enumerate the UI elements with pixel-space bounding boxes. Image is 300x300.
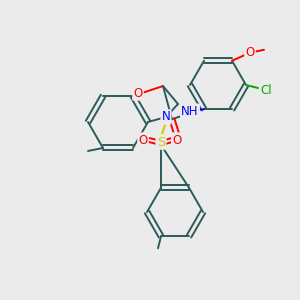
Text: NH: NH	[181, 105, 199, 118]
Text: O: O	[172, 135, 182, 148]
Text: O: O	[172, 134, 182, 146]
Text: O: O	[245, 46, 255, 59]
Text: Cl: Cl	[260, 83, 272, 97]
Text: S: S	[157, 136, 165, 148]
Text: O: O	[138, 134, 148, 146]
Text: O: O	[134, 86, 142, 100]
Text: N: N	[162, 110, 170, 124]
